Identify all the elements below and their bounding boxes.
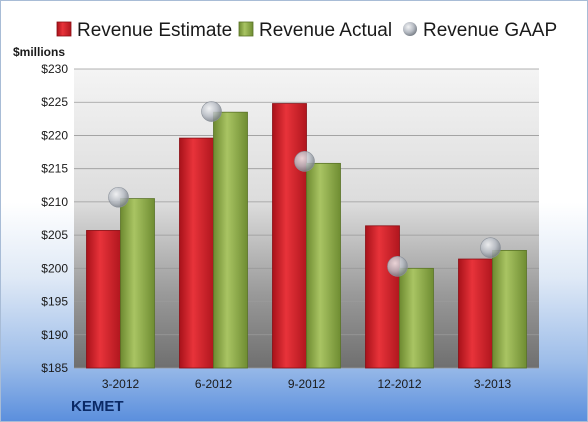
actual-bar — [306, 162, 341, 369]
y-tick-label: $205 — [41, 228, 68, 242]
estimate-bar — [272, 103, 307, 369]
gaap-markers — [108, 101, 501, 277]
y-tick-label: $210 — [41, 195, 68, 209]
actual-bar — [213, 111, 248, 369]
x-tick-label: 3-2012 — [102, 377, 140, 391]
legend: Revenue Estimate Revenue Actual Revenue … — [56, 20, 557, 41]
x-tick-label: 6-2012 — [195, 377, 233, 391]
y-tick-label: $220 — [41, 128, 68, 142]
estimate-bar — [458, 258, 493, 369]
legend-label-estimate: Revenue Estimate — [77, 20, 232, 41]
y-axis-ticks: $185 $190 $195 $200 $205 $210 $215 $220 $225 $230 — [41, 62, 68, 375]
gaap-marker — [480, 237, 501, 259]
y-tick-label: $230 — [41, 62, 68, 76]
legend-label-actual: Revenue Actual — [259, 20, 392, 41]
gaap-marker — [294, 151, 315, 172]
company-label: KEMET — [71, 398, 124, 415]
y-axis-unit-label: $millions — [13, 45, 65, 59]
gaap-marker — [387, 256, 408, 277]
bars — [86, 103, 527, 369]
x-tick-label: 9-2012 — [288, 377, 326, 391]
y-tick-label: $190 — [41, 328, 68, 342]
legend-swatch-gaap — [403, 22, 417, 36]
y-tick-label: $225 — [41, 95, 68, 109]
estimate-bar — [86, 230, 121, 369]
estimate-bar — [365, 225, 400, 369]
x-tick-label: 12-2012 — [377, 377, 421, 391]
actual-bar — [492, 249, 527, 369]
y-tick-label: $200 — [41, 261, 68, 275]
y-tick-label: $215 — [41, 162, 68, 176]
y-tick-label: $185 — [41, 361, 68, 375]
actual-bar — [399, 267, 434, 369]
y-tick-label: $195 — [41, 295, 68, 309]
gaap-marker — [201, 101, 222, 122]
x-axis-ticks: 3-2012 6-2012 9-2012 12-2012 3-2013 — [102, 377, 512, 391]
legend-label-gaap: Revenue GAAP — [423, 20, 557, 41]
estimate-bar — [179, 137, 214, 369]
legend-swatch-estimate — [56, 21, 72, 37]
gaap-marker — [108, 186, 129, 208]
actual-bar — [120, 198, 155, 369]
legend-swatch-actual — [238, 21, 254, 37]
x-tick-label: 3-2013 — [474, 377, 512, 391]
